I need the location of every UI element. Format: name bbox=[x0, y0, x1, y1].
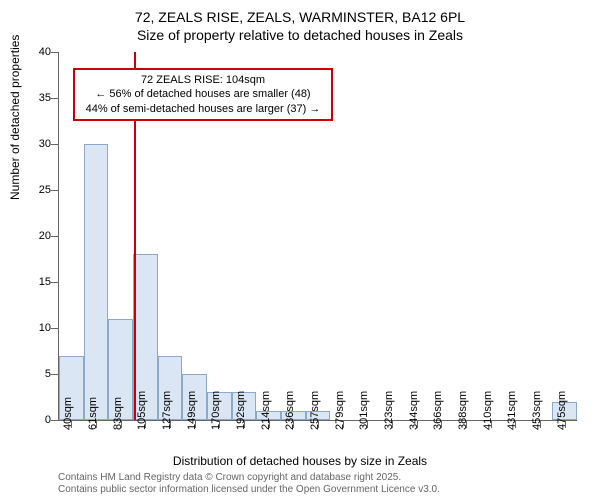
y-tick bbox=[51, 144, 59, 145]
x-tick-label: 323sqm bbox=[383, 391, 395, 430]
y-tick-label: 20 bbox=[27, 230, 51, 242]
y-tick-label: 0 bbox=[27, 414, 51, 426]
y-tick-label: 30 bbox=[27, 138, 51, 150]
x-tick-label: 214sqm bbox=[260, 391, 272, 430]
x-tick-label: 61sqm bbox=[87, 397, 99, 430]
x-tick-label: 475sqm bbox=[556, 391, 568, 430]
x-tick-label: 344sqm bbox=[408, 391, 420, 430]
y-tick bbox=[51, 374, 59, 375]
x-tick-label: 236sqm bbox=[284, 391, 296, 430]
callout-line: 44% of semi-detached houses are larger (… bbox=[81, 102, 325, 116]
x-tick-label: 410sqm bbox=[482, 391, 494, 430]
title-line-1: 72, ZEALS RISE, ZEALS, WARMINSTER, BA12 … bbox=[0, 8, 600, 26]
y-tick bbox=[51, 282, 59, 283]
y-tick-label: 40 bbox=[27, 46, 51, 58]
title-line-2: Size of property relative to detached ho… bbox=[0, 26, 600, 44]
attribution-line-2: Contains public sector information licen… bbox=[58, 484, 440, 496]
x-tick-label: 192sqm bbox=[235, 391, 247, 430]
x-tick-label: 105sqm bbox=[136, 391, 148, 430]
x-tick-label: 83sqm bbox=[112, 397, 124, 430]
y-tick-label: 25 bbox=[27, 184, 51, 196]
y-tick bbox=[51, 52, 59, 53]
callout-box: 72 ZEALS RISE: 104sqm← 56% of detached h… bbox=[73, 68, 333, 121]
y-tick-label: 10 bbox=[27, 322, 51, 334]
callout-line: 72 ZEALS RISE: 104sqm bbox=[81, 73, 325, 87]
y-tick-label: 35 bbox=[27, 92, 51, 104]
x-tick-label: 431sqm bbox=[506, 391, 518, 430]
plot-area: 051015202530354040sqm61sqm83sqm105sqm127… bbox=[58, 52, 577, 421]
x-tick-label: 279sqm bbox=[334, 391, 346, 430]
x-tick-label: 366sqm bbox=[432, 391, 444, 430]
y-tick-label: 5 bbox=[27, 368, 51, 380]
attribution-line-1: Contains HM Land Registry data © Crown c… bbox=[58, 472, 440, 484]
y-tick bbox=[51, 98, 59, 99]
x-tick-label: 453sqm bbox=[531, 391, 543, 430]
histogram-bar bbox=[84, 144, 109, 420]
x-tick-label: 388sqm bbox=[457, 391, 469, 430]
callout-line: ← 56% of detached houses are smaller (48… bbox=[81, 87, 325, 101]
x-tick-label: 301sqm bbox=[358, 391, 370, 430]
x-tick-label: 40sqm bbox=[62, 397, 74, 430]
x-tick-label: 170sqm bbox=[210, 391, 222, 430]
y-tick bbox=[51, 420, 59, 421]
chart-title-block: 72, ZEALS RISE, ZEALS, WARMINSTER, BA12 … bbox=[0, 0, 600, 44]
x-tick-label: 127sqm bbox=[161, 391, 173, 430]
attribution-block: Contains HM Land Registry data © Crown c… bbox=[58, 472, 440, 496]
y-tick bbox=[51, 328, 59, 329]
x-axis-label: Distribution of detached houses by size … bbox=[0, 454, 600, 468]
x-tick-label: 257sqm bbox=[309, 391, 321, 430]
x-tick-label: 149sqm bbox=[186, 391, 198, 430]
y-tick-label: 15 bbox=[27, 276, 51, 288]
y-tick bbox=[51, 190, 59, 191]
y-axis-label: Number of detached properties bbox=[8, 35, 22, 200]
y-tick bbox=[51, 236, 59, 237]
chart-container: 72, ZEALS RISE, ZEALS, WARMINSTER, BA12 … bbox=[0, 0, 600, 500]
